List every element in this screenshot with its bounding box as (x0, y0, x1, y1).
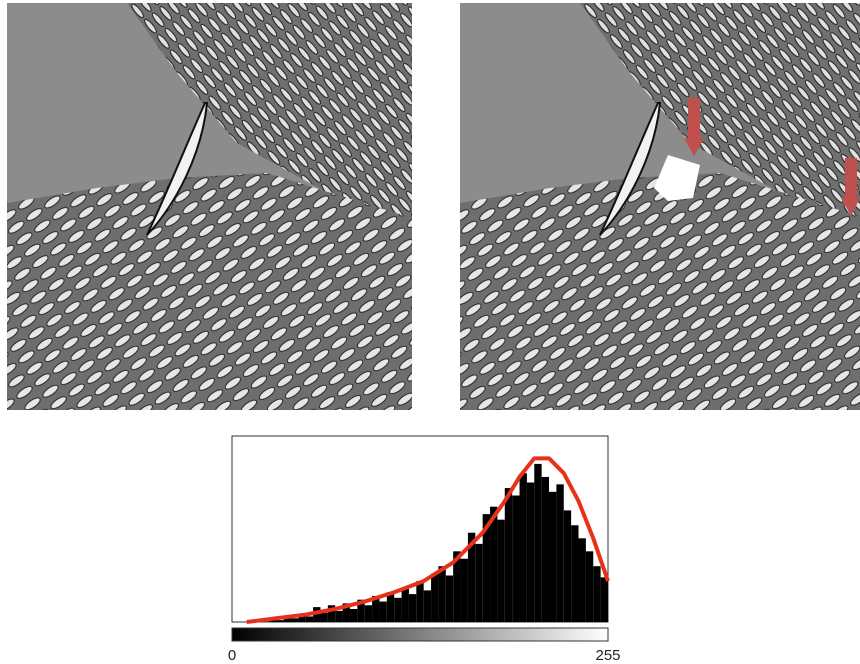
bar (320, 612, 328, 622)
micrograph-left (6, 2, 413, 411)
removed-region (654, 155, 700, 201)
bar (283, 616, 291, 622)
bar (445, 575, 454, 622)
fit-curve (246, 456, 610, 624)
bar (519, 473, 527, 622)
bar (512, 495, 520, 622)
arrow (684, 98, 860, 216)
bar (372, 595, 380, 622)
bar (335, 610, 343, 622)
bar (379, 601, 387, 622)
bar (585, 551, 594, 622)
bar (408, 594, 417, 622)
bar (305, 616, 314, 622)
bar (453, 551, 461, 622)
bar (549, 491, 557, 622)
bar (349, 608, 358, 622)
x-tick-label: 255 (595, 647, 620, 664)
bar (475, 543, 483, 622)
bar (298, 614, 306, 622)
bar (394, 597, 402, 622)
bar (578, 538, 586, 622)
bar (438, 566, 446, 622)
bar (563, 510, 572, 622)
bar (482, 514, 491, 622)
bar (431, 573, 439, 622)
bar (357, 599, 365, 622)
bar (490, 506, 498, 622)
bar (526, 482, 535, 622)
gray-ramp (231, 627, 609, 642)
bar (423, 590, 432, 622)
bar (504, 488, 513, 622)
bar (276, 620, 284, 622)
x-tick-label: 0 (228, 647, 236, 664)
bar (342, 603, 350, 622)
bar (313, 607, 321, 622)
bar (497, 519, 505, 622)
micrograph-right (459, 2, 860, 411)
bar (534, 463, 542, 622)
bar (386, 592, 395, 622)
bar (571, 525, 579, 622)
bar (460, 558, 468, 622)
bar (416, 581, 424, 622)
bar (290, 618, 299, 622)
bar (600, 577, 608, 622)
bar (593, 566, 601, 622)
bar (467, 532, 476, 622)
bar (401, 588, 409, 622)
bar (556, 484, 564, 622)
bar (327, 605, 336, 622)
bar (541, 476, 550, 622)
bar (364, 605, 373, 622)
